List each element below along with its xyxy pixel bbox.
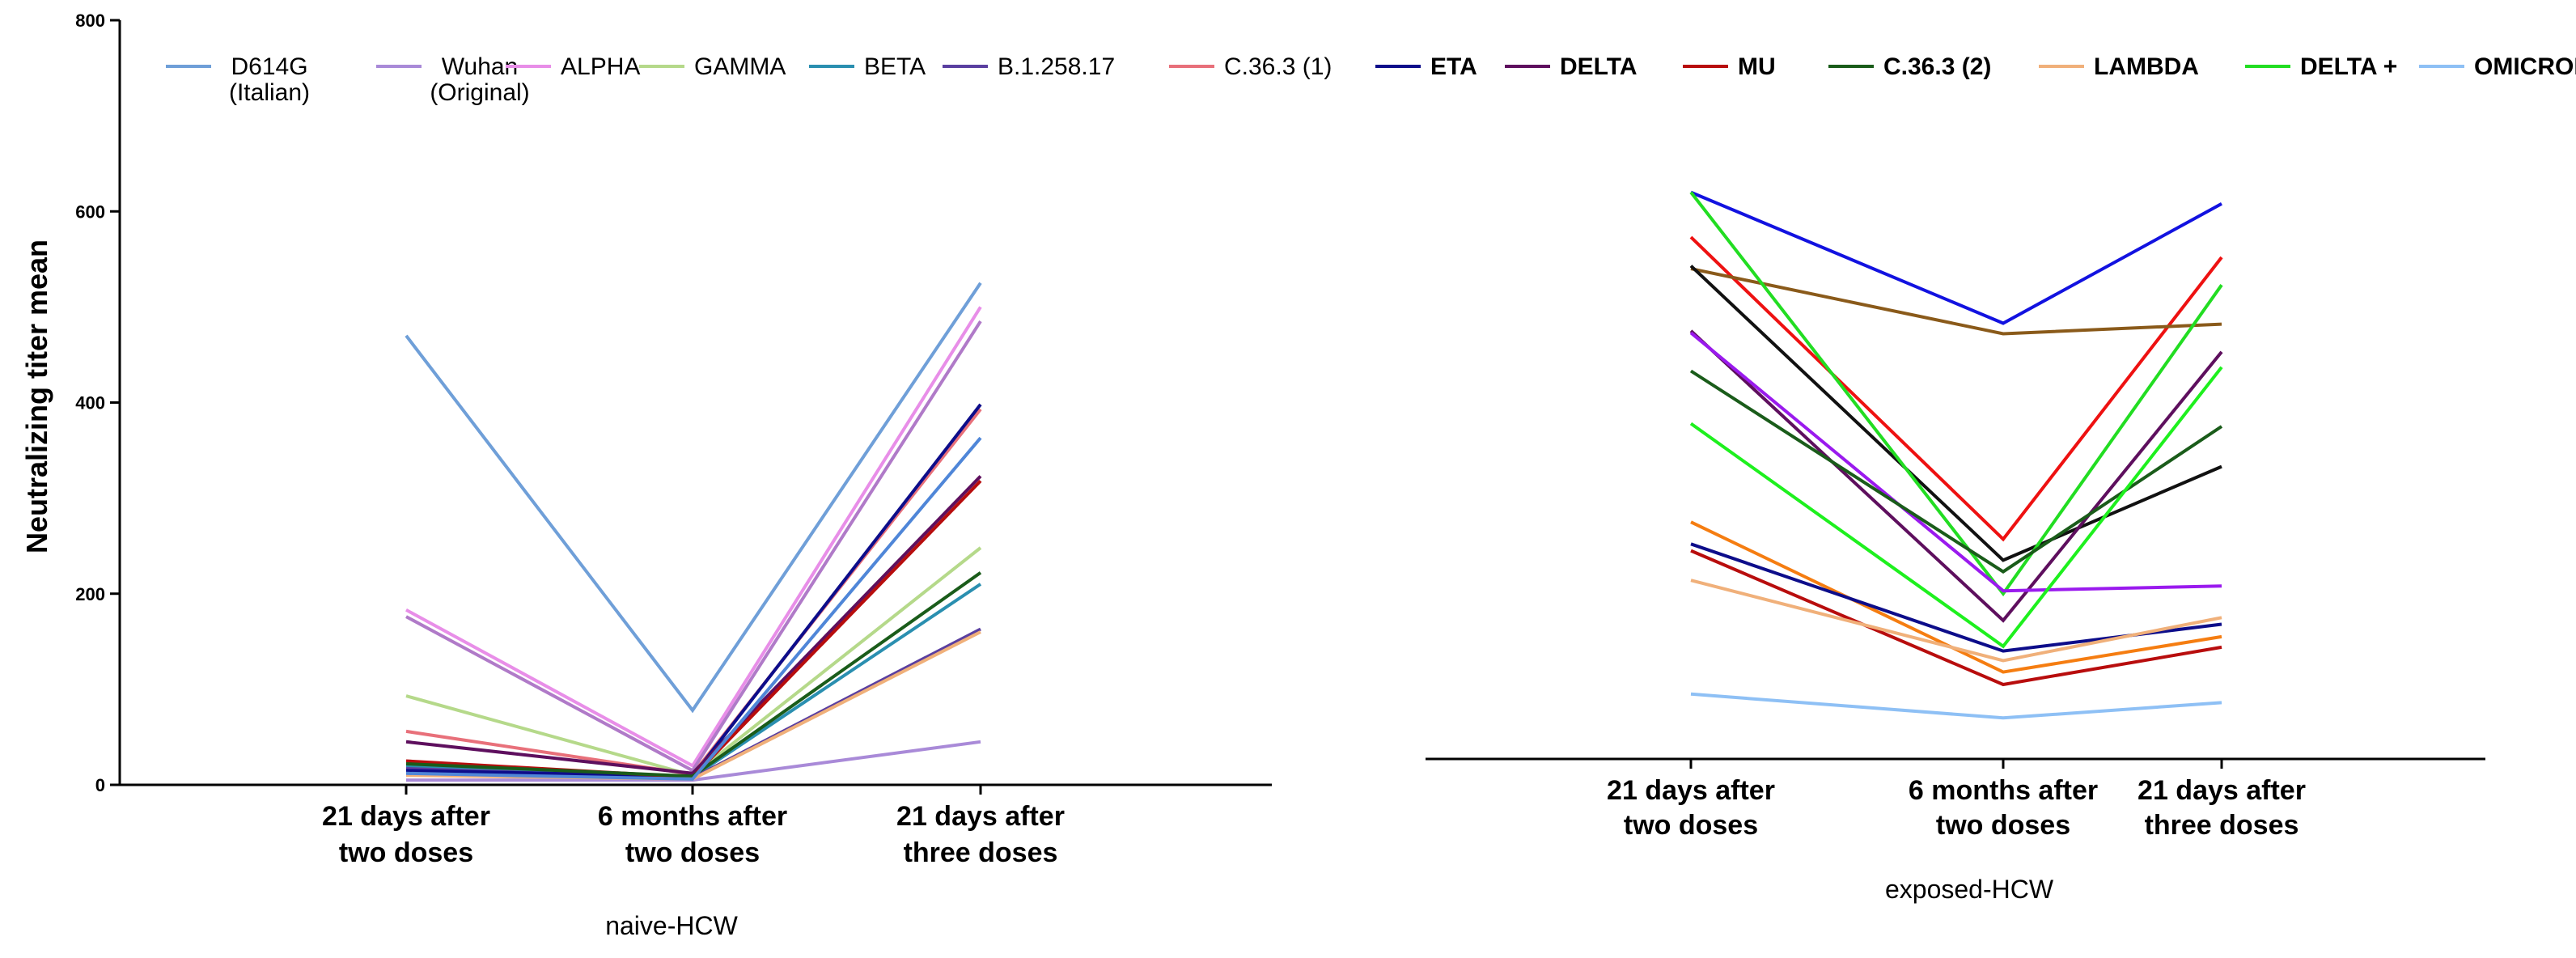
series-line bbox=[405, 480, 982, 779]
series-line bbox=[1690, 520, 2222, 674]
legend-entry: BETA bbox=[864, 53, 926, 80]
y-tick-label: 200 bbox=[75, 584, 105, 604]
legend-entry: ETA bbox=[1430, 53, 1477, 80]
series-line bbox=[1689, 265, 2222, 562]
legend-entry: Wuhan (Original) bbox=[430, 53, 529, 106]
series-line bbox=[1689, 366, 2223, 649]
series-line bbox=[1689, 369, 2223, 574]
series-line bbox=[405, 436, 982, 781]
series-line bbox=[1689, 191, 2223, 597]
legend: D614G (Italian) Wuhan (Original) ALPHA GAMMA B… bbox=[166, 53, 2576, 106]
series-line bbox=[1690, 579, 2222, 663]
series-line bbox=[405, 583, 982, 779]
series-line bbox=[1689, 331, 2222, 593]
legend-entry: C.36.3 (2) bbox=[1883, 53, 1991, 80]
y-tick-label: 0 bbox=[95, 775, 105, 795]
naive-hcw-series bbox=[405, 282, 982, 782]
x-tick-label: 21 days after two doses bbox=[322, 801, 490, 868]
legend-entry: DELTA bbox=[1560, 53, 1638, 80]
y-tick-label: 400 bbox=[75, 393, 105, 413]
y-tick-label: 600 bbox=[75, 201, 105, 222]
legend-entry: B.1.258.17 bbox=[998, 53, 1115, 80]
series-line bbox=[405, 627, 981, 780]
series-line bbox=[1690, 692, 2222, 720]
legend-entry: LAMBDA bbox=[2094, 53, 2199, 80]
legend-entry: ALPHA bbox=[561, 53, 640, 80]
legend-entry: GAMMA bbox=[694, 53, 786, 80]
x-tick-label: 21 days after two doses bbox=[1607, 775, 1775, 841]
legend-entry: DELTA + bbox=[2300, 53, 2397, 80]
series-line bbox=[405, 571, 982, 778]
series-line bbox=[405, 320, 982, 773]
series-line bbox=[1690, 549, 2222, 687]
series-line bbox=[405, 306, 982, 769]
series-line bbox=[1690, 267, 2222, 336]
panel-label-naive: naive-HCW bbox=[605, 911, 738, 940]
legend-entry: C.36.3 (1) bbox=[1224, 53, 1332, 80]
x-tick-label: 6 months after two doses bbox=[598, 801, 787, 868]
y-axis-label: Neutralizing titer mean bbox=[20, 240, 53, 553]
panel-label-exposed: exposed-HCW bbox=[1885, 875, 2054, 904]
series-line bbox=[1690, 190, 2222, 325]
series-line bbox=[405, 282, 982, 714]
exposed-hcw-axes: 21 days after two doses 6 months after two … bbox=[1426, 757, 2485, 841]
exposed-hcw-series bbox=[1689, 190, 2223, 720]
series-line bbox=[405, 475, 982, 775]
series-line bbox=[405, 630, 981, 781]
x-tick-label: 21 days after three doses bbox=[896, 801, 1065, 868]
series-line bbox=[1689, 329, 2223, 623]
y-tick-label: 800 bbox=[75, 11, 105, 31]
legend-entry: MU bbox=[1738, 53, 1776, 80]
series-line bbox=[1689, 235, 2223, 542]
x-tick-label: 21 days after three doses bbox=[2137, 775, 2306, 841]
x-tick-label: 6 months after two doses bbox=[1909, 775, 2098, 841]
naive-hcw-axes: 0 200 400 600 800 21 days after two doses 6 mon… bbox=[75, 11, 1272, 868]
legend-entry: D614G (Italian) bbox=[229, 53, 310, 106]
